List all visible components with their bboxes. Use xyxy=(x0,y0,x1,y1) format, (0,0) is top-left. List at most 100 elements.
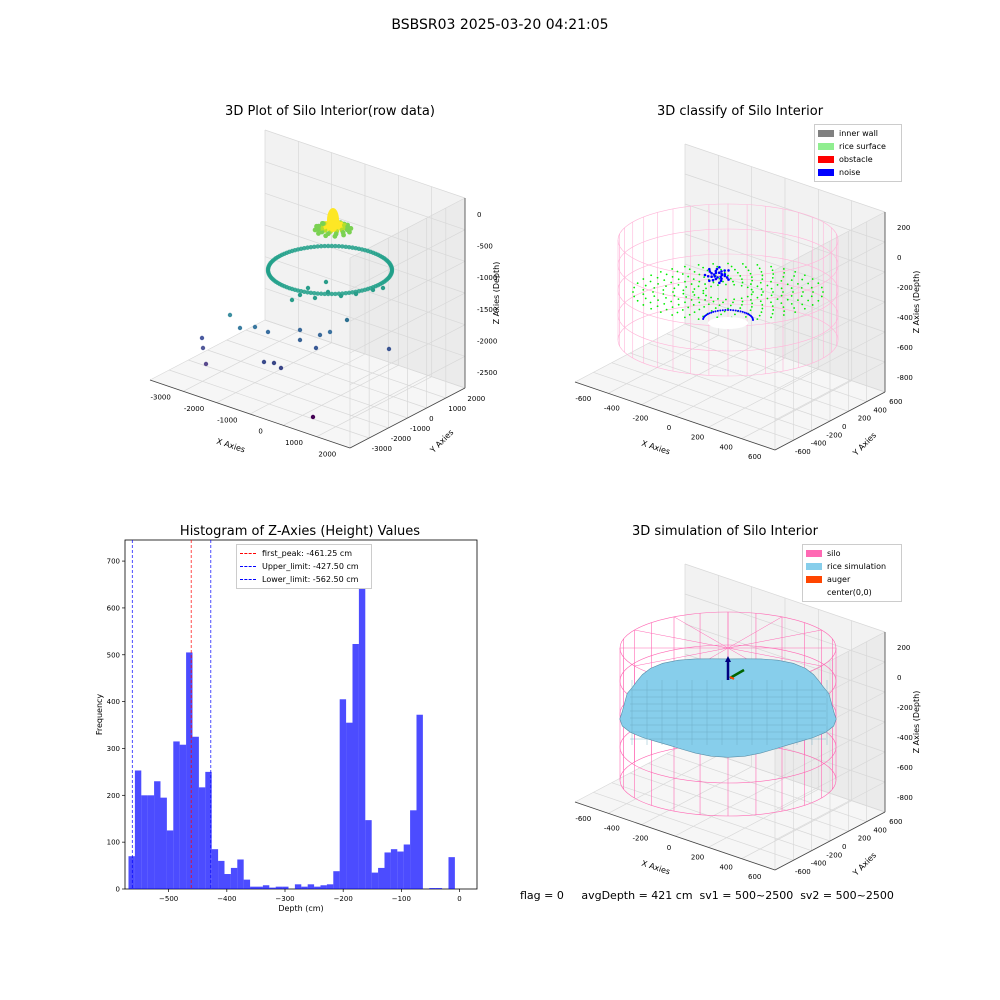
data-point xyxy=(347,229,352,235)
rice-surface-point xyxy=(697,263,700,266)
gridline xyxy=(245,329,446,399)
rice-surface-point xyxy=(722,301,724,304)
rice-surface-point xyxy=(727,262,729,265)
rice-surface-point xyxy=(786,283,789,286)
y-axis-label: Y Axies xyxy=(428,428,456,456)
data-point xyxy=(323,233,329,239)
data-point xyxy=(312,295,318,301)
raw-data-3d-plot: -3000-2000-1000010002000200010000-1000-2… xyxy=(149,129,500,458)
legend-swatch xyxy=(806,589,822,596)
y-tick-label: 400 xyxy=(873,406,886,414)
data-point xyxy=(302,245,307,251)
rice-surface-point xyxy=(745,266,747,268)
data-point xyxy=(318,244,324,249)
y-tick-label: 600 xyxy=(889,398,902,406)
rice-surface-point xyxy=(771,276,774,279)
noise-point xyxy=(727,309,729,311)
rice-surface-point xyxy=(749,272,752,275)
legend-item-auger: auger xyxy=(806,573,898,586)
rice-surface-point xyxy=(733,298,736,301)
data-point xyxy=(326,243,331,249)
x-tick-label: 600 xyxy=(748,873,761,880)
y-axis-line xyxy=(774,811,886,871)
y-tick-label: -2000 xyxy=(391,435,411,443)
noise-point xyxy=(703,273,707,277)
data-point xyxy=(346,290,352,296)
rice-surface-point xyxy=(733,283,736,286)
histogram-bar xyxy=(147,795,155,889)
rice-surface-point xyxy=(684,301,686,304)
legend-item-silo: silo xyxy=(806,547,898,560)
rice-surface-point xyxy=(683,316,686,319)
rice-surface-point xyxy=(682,292,685,295)
data-point xyxy=(340,244,345,249)
outlier-point xyxy=(252,324,258,330)
auger-arrow xyxy=(729,676,735,680)
rice-surface-point xyxy=(649,280,652,283)
x-axis-label: X Axies xyxy=(215,437,246,455)
data-point xyxy=(312,244,317,249)
peak-point xyxy=(327,208,339,232)
histogram-bar xyxy=(294,884,302,889)
rice-surface-point xyxy=(770,301,772,304)
x-tick-label: −500 xyxy=(159,895,178,903)
x-tick-label: -200 xyxy=(632,834,648,842)
data-point xyxy=(332,233,338,239)
rice-surface-point xyxy=(671,275,674,278)
x-tick-label: 0 xyxy=(457,895,461,903)
rice-surface-point xyxy=(760,311,763,314)
y-tick-label: 400 xyxy=(107,698,120,706)
rice-surface-point xyxy=(756,263,759,266)
data-point xyxy=(312,227,318,233)
noise-point xyxy=(732,309,735,312)
x-tick-label: 0 xyxy=(667,844,671,852)
silo-roof-line xyxy=(727,647,822,667)
legend-label: center(0,0) xyxy=(827,588,872,597)
data-point xyxy=(305,285,311,291)
x-tick-label: −100 xyxy=(392,895,411,903)
x-axis-label: X Axies xyxy=(640,859,671,877)
rice-surface-point xyxy=(761,307,764,310)
histogram-bar xyxy=(256,886,263,889)
rice-surface-point xyxy=(716,265,719,268)
rice-surface-point xyxy=(783,271,786,274)
rice-surface-point xyxy=(703,276,706,279)
data-point xyxy=(333,243,338,249)
x-tick-label: −200 xyxy=(334,895,353,903)
rice-surface-point xyxy=(671,314,674,316)
histogram-bar xyxy=(397,851,404,889)
noise-point xyxy=(727,278,730,281)
data-point xyxy=(343,291,348,296)
noise-point xyxy=(724,309,727,312)
silo-ring xyxy=(617,303,839,377)
rice-surface-point xyxy=(703,305,706,308)
histogram-bar xyxy=(179,744,187,889)
rice-surface-point xyxy=(783,310,786,313)
noise-point xyxy=(716,309,719,312)
rice-surface-point xyxy=(662,289,665,291)
x-tick-label: 400 xyxy=(719,443,732,451)
rice-surface-point xyxy=(751,302,754,305)
noise-point xyxy=(734,309,737,312)
rice-surface-point xyxy=(681,309,684,311)
y-tick-label: -200 xyxy=(826,431,842,439)
rice-surface-point xyxy=(817,299,820,302)
rice-surface-point xyxy=(657,299,659,302)
rice-surface-point xyxy=(750,288,753,291)
rice-surface-point xyxy=(747,269,750,272)
rice-surface-point xyxy=(793,307,796,309)
data-point xyxy=(323,279,329,285)
legend-item-inner-wall: inner wall xyxy=(818,127,898,140)
noise-point xyxy=(702,317,705,320)
z-tick-label: 0 xyxy=(477,211,481,219)
rice-surface-point xyxy=(741,303,743,306)
rice-surface-point xyxy=(712,262,715,265)
z-tick-label: 0 xyxy=(897,254,901,262)
rice-surface-point xyxy=(693,270,696,273)
rice-surface-point xyxy=(671,306,674,309)
rice-surface-point xyxy=(698,301,701,304)
histogram-bar xyxy=(358,556,366,889)
rice-surface-point xyxy=(756,285,759,288)
data-point xyxy=(389,266,395,271)
status-footer: flag = 0 avgDepth = 421 cm sv1 = 500~250… xyxy=(520,889,894,902)
